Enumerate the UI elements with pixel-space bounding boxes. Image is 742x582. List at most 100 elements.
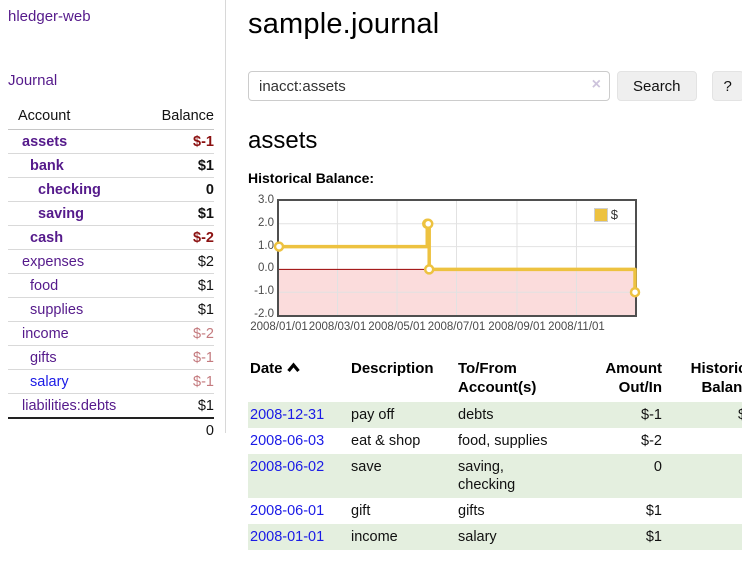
register-cell-amount: $-2 — [641, 433, 662, 449]
account-link-gifts[interactable]: gifts — [30, 349, 57, 366]
register-cell-amount: $1 — [574, 524, 664, 550]
account-balance: $1 — [197, 205, 214, 222]
register-cell-balance: $1 — [664, 524, 742, 550]
search-bar: × Search ? — [248, 71, 742, 101]
register-cell-description: income — [349, 524, 456, 550]
page-title: sample.journal — [248, 8, 440, 40]
register-cell-balance: $2 — [664, 498, 742, 524]
register-header-accounts: To/From Account(s) — [458, 360, 537, 396]
x-axis-tick-label: 2008/07/01 — [427, 321, 486, 333]
data-point-marker — [423, 264, 435, 275]
register-cell-description: pay off — [349, 402, 456, 428]
account-balance: $1 — [197, 157, 214, 174]
account-row: gifts $-1 — [8, 346, 214, 370]
sidebar-item-journal[interactable]: Journal — [8, 72, 58, 89]
transaction-date-link[interactable]: 2008-01-01 — [250, 529, 325, 545]
x-axis-tick-label: 2008/01/01 — [250, 321, 308, 333]
chart-legend: $ — [591, 206, 620, 223]
chart-heading: Historical Balance: — [248, 170, 375, 186]
transaction-date-link[interactable]: 2008-06-03 — [250, 433, 325, 449]
help-button[interactable]: ? — [711, 71, 742, 101]
register-cell-balance: $2 — [664, 454, 742, 498]
register-cell-balance: 0 — [664, 428, 742, 454]
account-link-assets[interactable]: assets — [22, 133, 68, 150]
search-input[interactable] — [248, 71, 610, 101]
account-link-saving[interactable]: saving — [38, 205, 84, 222]
x-axis-tick-label: 2008/09/01 — [488, 321, 546, 333]
register-cell-accounts: food, supplies — [458, 433, 548, 449]
account-table-header: Account Balance — [8, 105, 214, 130]
register-cell-date: 2008-06-01 — [248, 498, 349, 524]
register-header-description: Description — [351, 360, 434, 377]
register-header-row: Date Description To/From Account(s) Amou… — [248, 357, 742, 402]
account-row: checking 0 — [8, 178, 214, 202]
account-link-expenses[interactable]: expenses — [22, 253, 85, 270]
account-row: food $1 — [8, 274, 214, 298]
register-header-amount: Amount Out/In — [605, 360, 662, 396]
account-balance-table: Account Balance assets $-1 bank $1 checking 0… — [8, 105, 214, 442]
account-balance: $1 — [197, 397, 214, 414]
register-cell-amount: $-1 — [574, 402, 664, 428]
account-balance: $1 — [197, 277, 214, 294]
account-balance: $2 — [197, 253, 214, 270]
register-row: 2008-06-03 eat & shop food, supplies $-20 — [248, 428, 742, 454]
register-cell-accounts: gifts — [458, 503, 485, 519]
transaction-date-link[interactable]: 2008-06-01 — [250, 503, 325, 519]
balance-column-header: Balance — [161, 108, 214, 124]
register-cell-description: save — [349, 454, 456, 498]
legend-label: $ — [610, 207, 618, 222]
search-box: × — [248, 71, 610, 101]
account-link-supplies[interactable]: supplies — [30, 301, 84, 318]
account-balance: $1 — [197, 301, 214, 318]
register-row: 2008-06-01 gift gifts $1$2 — [248, 498, 742, 524]
sort-up-icon — [286, 359, 300, 378]
x-axis-tick-label: 2008/11/01 — [548, 321, 605, 333]
historical-balance-chart: $ 3.0 2.0 1.0 0.0 -1.0 -2.0 2008/01/01 2008/03/… — [248, 194, 718, 337]
account-row: bank $1 — [8, 154, 214, 178]
register-cell-date: 2008-12-31 — [248, 402, 349, 428]
transaction-date-link[interactable]: 2008-12-31 — [250, 407, 325, 423]
account-balance: $-2 — [193, 229, 214, 246]
register-header-balance: Historical Balance — [690, 360, 742, 396]
account-balance: $-2 — [193, 325, 214, 342]
register-cell-accounts: debts — [456, 402, 574, 428]
account-row: assets $-1 — [8, 130, 214, 154]
account-row: income $-2 — [8, 322, 214, 346]
register-cell-accounts: saving, checking — [456, 454, 574, 498]
chart-plot-area: $ — [273, 199, 641, 317]
account-tree: assets $-1 bank $1 checking 0 saving $1 cash $-2 e… — [8, 130, 214, 417]
chart-canvas — [273, 201, 641, 315]
account-link-checking[interactable]: checking — [38, 181, 101, 198]
account-link-liabilities-debts[interactable]: liabilities:debts — [22, 397, 117, 414]
y-axis-tick-label: -2.0 — [254, 308, 274, 320]
transaction-date-link[interactable]: 2008-06-02 — [250, 459, 325, 475]
register-table: Date Description To/From Account(s) Amou… — [248, 357, 742, 550]
brand-link[interactable]: hledger-web — [8, 8, 91, 25]
register-header-date[interactable]: Date — [248, 357, 349, 402]
account-link-cash[interactable]: cash — [30, 229, 64, 246]
account-link-bank[interactable]: bank — [30, 157, 64, 174]
clear-search-icon[interactable]: × — [591, 76, 601, 93]
account-row: salary $-1 — [8, 370, 214, 394]
register-cell-accounts: salary — [456, 524, 574, 550]
legend-swatch-icon — [593, 207, 608, 222]
account-link-income[interactable]: income — [22, 325, 69, 342]
account-heading: assets — [248, 127, 318, 154]
y-axis-tick-label: 3.0 — [258, 194, 274, 206]
account-balance: $-1 — [193, 349, 214, 366]
account-row: liabilities:debts $1 — [8, 394, 214, 417]
data-point-marker — [629, 286, 641, 298]
register-cell-amount: 0 — [574, 454, 664, 498]
register-cell-amount: $1 — [645, 503, 662, 519]
y-axis-tick-label: 0.0 — [258, 262, 274, 275]
register-cell-balance: $-1 — [664, 402, 742, 428]
data-point-marker — [273, 241, 285, 252]
account-row: cash $-2 — [8, 226, 214, 250]
account-row: saving $1 — [8, 202, 214, 226]
search-button[interactable]: Search — [617, 71, 697, 101]
account-link-salary[interactable]: salary — [30, 373, 69, 390]
y-axis-tick-label: 1.0 — [258, 239, 274, 252]
x-axis-tick-label: 2008/05/01 — [368, 321, 426, 333]
account-link-food[interactable]: food — [30, 277, 59, 294]
